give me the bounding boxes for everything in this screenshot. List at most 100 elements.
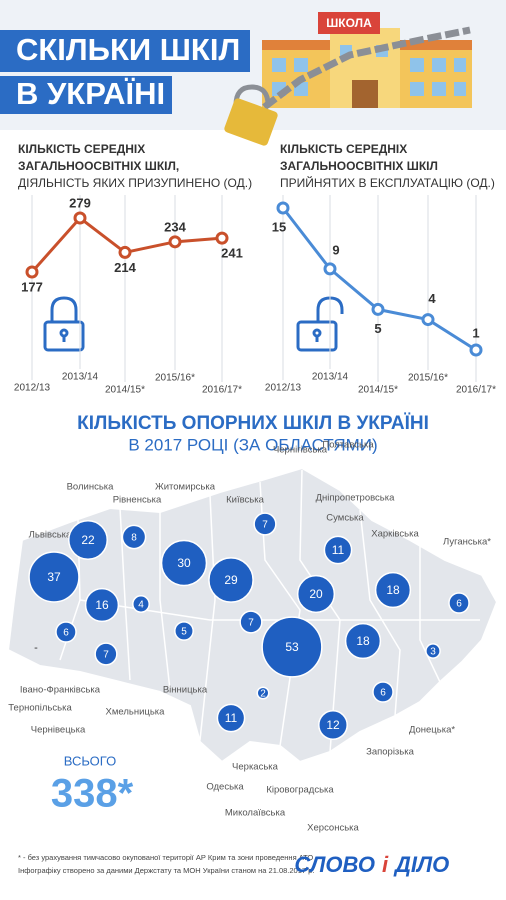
- bubble: [174, 621, 194, 641]
- bubble-label: 5: [181, 627, 187, 638]
- footnote: * - без урахування тимчасово окупованої …: [18, 853, 313, 862]
- bubble: [132, 595, 150, 613]
- region-label: Черкаська: [232, 762, 279, 773]
- chart-title: ДІЯЛЬНІСТЬ ЯКИХ ПРИЗУПИНЕНО (ОД.): [18, 176, 252, 190]
- region-label: Харківська: [371, 529, 419, 540]
- region-label: Київська: [226, 495, 264, 506]
- logo: СЛОВО: [294, 852, 375, 877]
- bubble: [296, 574, 336, 614]
- point: [215, 231, 229, 245]
- region-label: Миколаївська: [225, 808, 286, 819]
- bubble: [239, 610, 263, 634]
- chart-title: КІЛЬКІСТЬ СЕРЕДНІХ: [280, 142, 407, 156]
- bubble-label: 6: [456, 599, 462, 610]
- title-ribbon: [0, 76, 172, 114]
- bubble-label: 22: [81, 533, 95, 547]
- point: [168, 235, 182, 249]
- total-value: 338*: [51, 772, 134, 816]
- bubble-label: 29: [224, 573, 238, 587]
- bubble-label: 20: [309, 587, 323, 601]
- data-label: 177: [21, 279, 43, 294]
- data-label: 279: [69, 195, 91, 210]
- x-tick-label: 2012/13: [14, 383, 51, 394]
- point: [276, 201, 290, 215]
- region-label: Волинська: [67, 482, 115, 493]
- x-tick-label: 2013/14: [312, 372, 349, 383]
- footnote: Інфографіку створено за даними Держстату…: [18, 866, 314, 875]
- data-label: 1: [472, 325, 479, 340]
- bubble-label: 4: [138, 600, 144, 611]
- bubble: [253, 512, 277, 536]
- bubble: [208, 557, 254, 603]
- bubble-label: 7: [262, 520, 268, 531]
- region-label: Полтавська: [322, 440, 374, 451]
- chart-title: ПРИЙНЯТИХ В ЕКСПЛУАТАЦІЮ (ОД.): [280, 175, 495, 190]
- page-title: В УКРАЇНІ: [16, 76, 165, 111]
- bubble: [68, 520, 108, 560]
- chart-title: ЗАГАЛЬНООСВІТНІХ ШКІЛ,: [18, 159, 179, 173]
- x-tick-label: 2015/16*: [408, 373, 448, 384]
- bubble-label: 2: [260, 689, 266, 700]
- region-label: Чернівецька: [31, 725, 86, 736]
- title-ribbon: [0, 30, 250, 72]
- data-label: 4: [428, 291, 436, 306]
- bubble: [121, 524, 147, 550]
- region-label: Львівська: [29, 530, 72, 541]
- data-label: 241: [221, 246, 243, 261]
- bubble: [256, 686, 270, 700]
- bubble-label: 16: [95, 598, 109, 612]
- bubble: [344, 622, 382, 660]
- region-label: Чернігівська: [273, 445, 328, 456]
- data-label: 234: [164, 219, 186, 234]
- school-illustration: [224, 12, 472, 146]
- data-label: 9: [332, 242, 339, 257]
- bubble-label: 6: [63, 628, 69, 639]
- bubble: [84, 587, 120, 623]
- bubble-label: 3: [430, 647, 436, 658]
- bubble: [261, 616, 323, 678]
- bubble-label: 18: [386, 583, 400, 597]
- bubble-label: 30: [177, 556, 191, 570]
- region-label: Рівненська: [113, 495, 162, 506]
- bubble: [160, 539, 208, 587]
- region-label: Хмельницька: [106, 707, 166, 718]
- point: [421, 313, 435, 327]
- x-tick-label: 2015/16*: [155, 373, 195, 384]
- bubble: [425, 643, 441, 659]
- region-label: Кіровоградська: [266, 785, 334, 796]
- logo: і: [382, 852, 389, 877]
- x-tick-label: 2016/17*: [456, 385, 496, 396]
- point: [371, 302, 385, 316]
- page-title: СКІЛЬКИ ШКІЛ: [16, 32, 240, 67]
- data-label: 214: [114, 260, 136, 275]
- map-subtitle: В 2017 РОЦІ (ЗА ОБЛАСТЯМИ): [128, 435, 377, 454]
- region-label: Івано-Франківська: [20, 685, 101, 696]
- region-label: Житомирська: [155, 482, 216, 493]
- lock-icon: [43, 296, 85, 352]
- region-label: Сумська: [326, 513, 364, 524]
- region-label: Вінницька: [163, 685, 208, 696]
- school-sign: ШКОЛА: [326, 16, 372, 30]
- bubble-label: 8: [131, 533, 137, 544]
- point: [73, 211, 87, 225]
- region-label: Запорізька: [366, 747, 415, 758]
- bubble-label: 11: [332, 543, 345, 557]
- region-label: Тернопільська: [8, 703, 72, 714]
- bubble-label: 53: [285, 640, 299, 654]
- point: [25, 265, 39, 279]
- region-label: Дніпропетровська: [316, 493, 396, 504]
- bubble: [94, 642, 118, 666]
- x-tick-label: 2013/14: [62, 372, 99, 383]
- bubble-label: 18: [356, 634, 370, 648]
- x-tick-label: 2014/15*: [105, 385, 145, 396]
- chart-title: ЗАГАЛЬНООСВІТНІХ ШКІЛ: [280, 159, 438, 173]
- bubble: [55, 621, 77, 643]
- bubble: [323, 535, 353, 565]
- bubble-label: 37: [47, 570, 61, 584]
- bubble: [374, 571, 412, 609]
- bubble: [318, 710, 348, 740]
- point: [118, 245, 132, 259]
- map-title: КІЛЬКІСТЬ ОПОРНИХ ШКІЛ В УКРАЇНІ: [77, 413, 429, 434]
